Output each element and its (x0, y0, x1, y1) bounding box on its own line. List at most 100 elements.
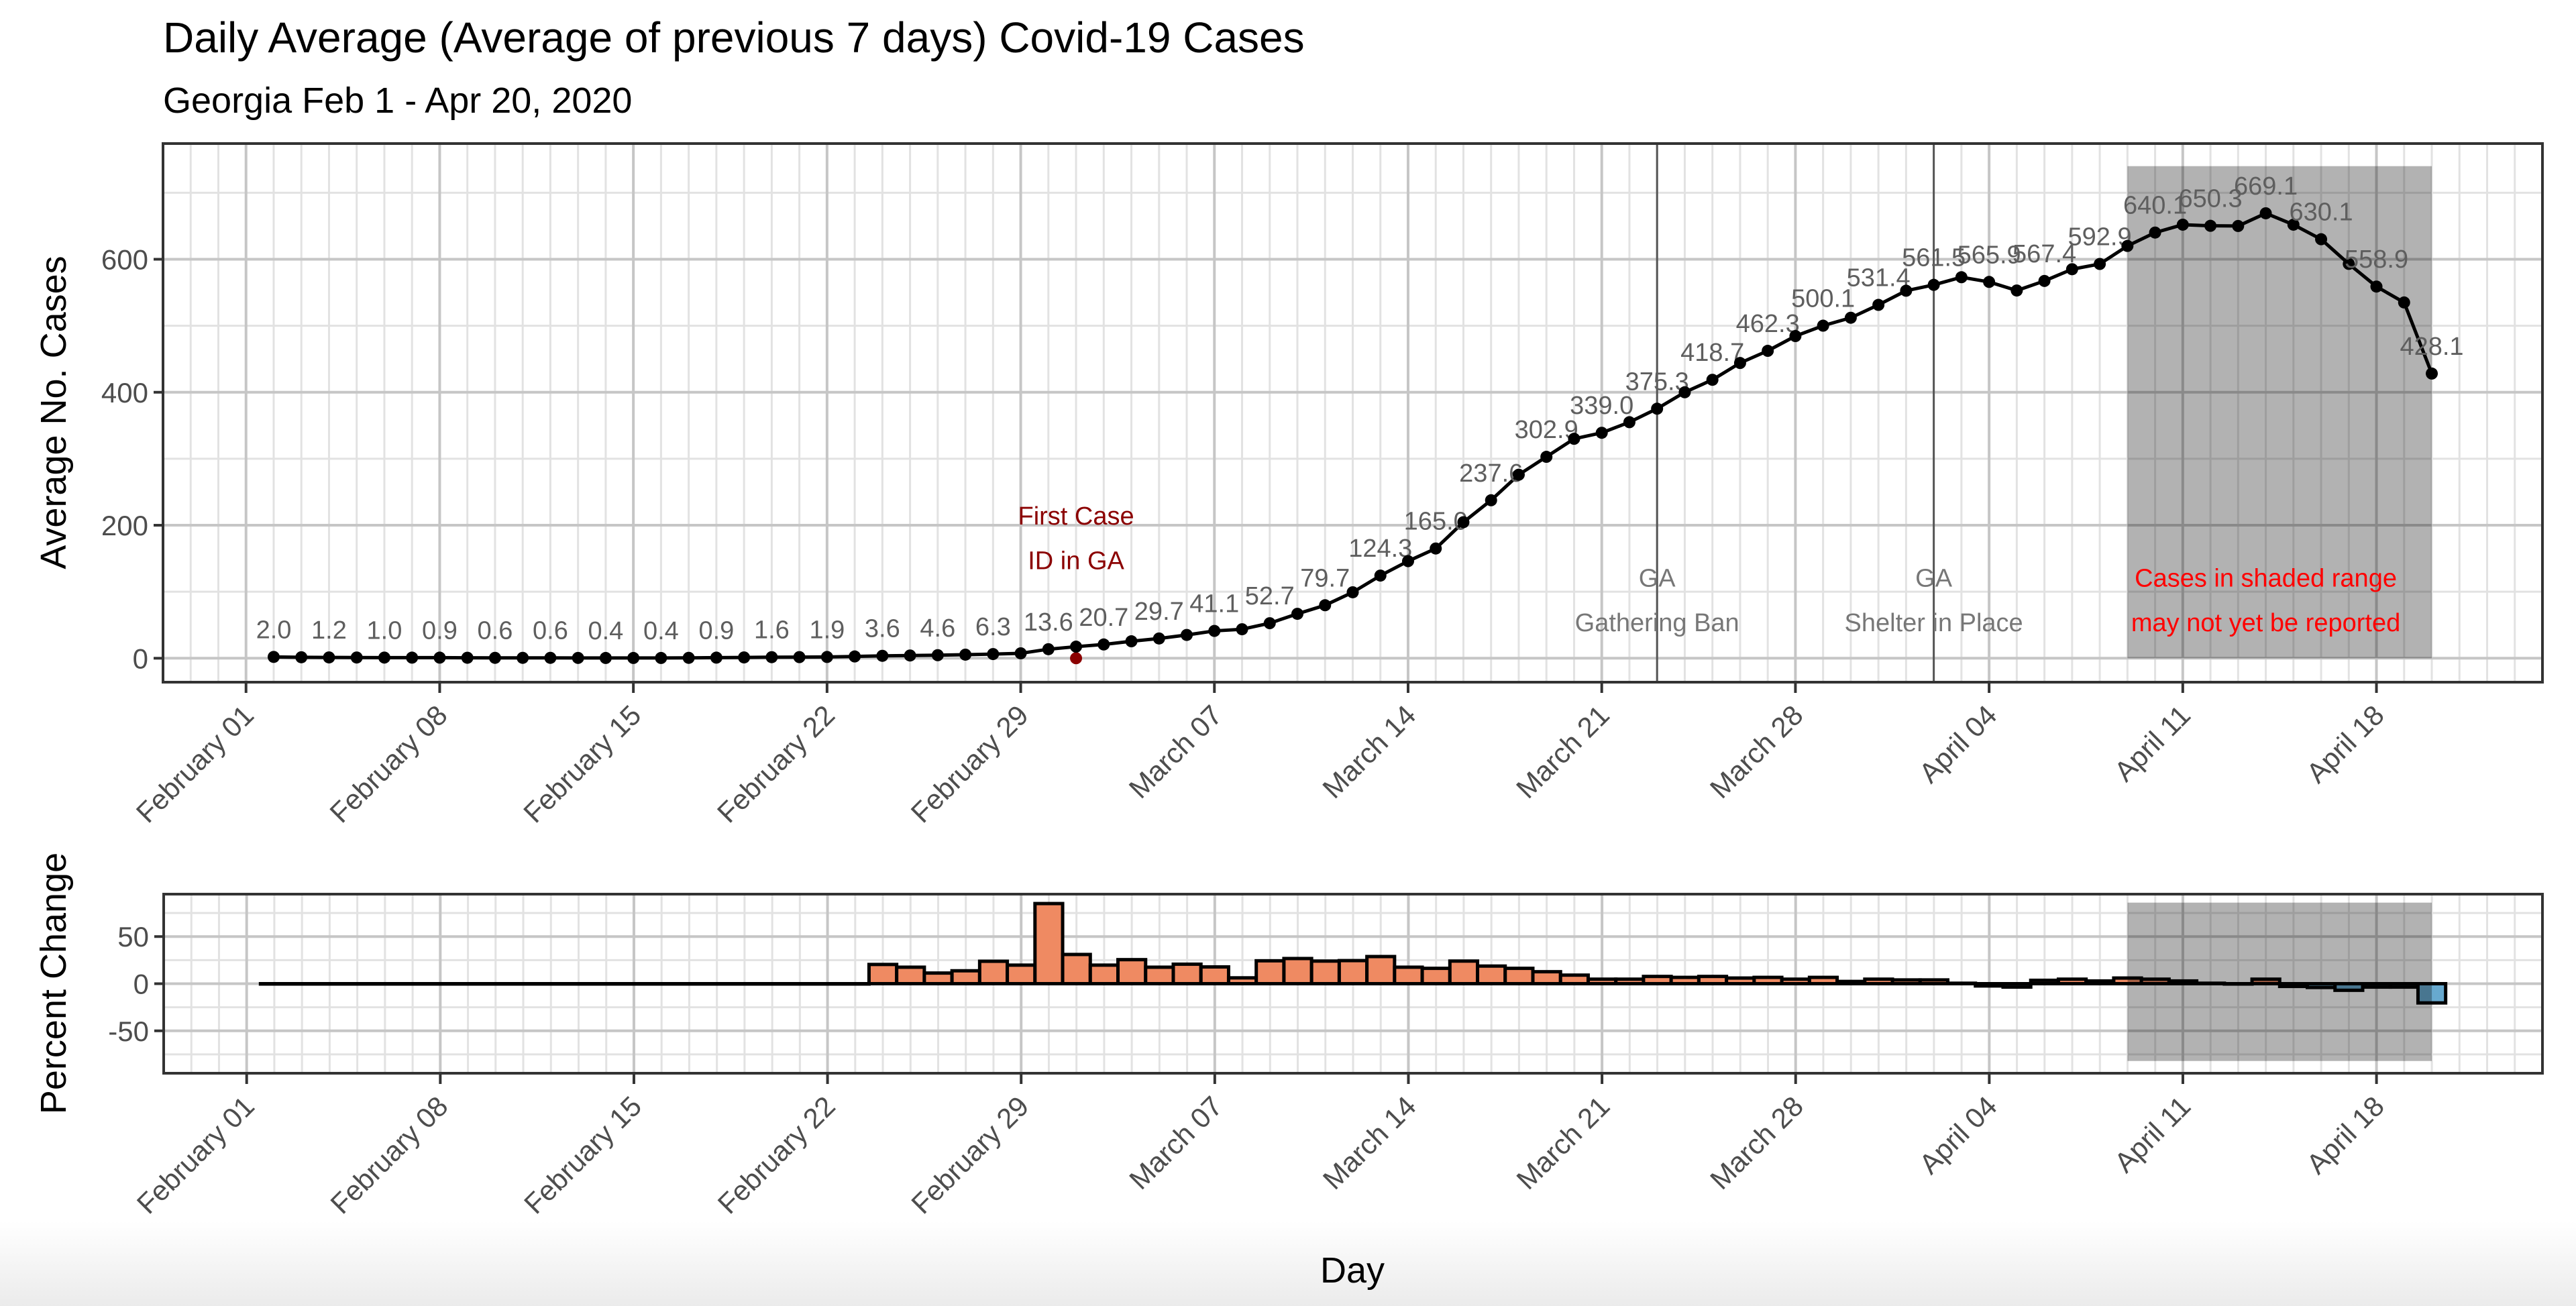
percent-bar (1282, 957, 1313, 986)
percent-bar (258, 982, 290, 986)
data-point (849, 650, 861, 663)
data-point (904, 649, 916, 662)
data-point (738, 651, 751, 664)
percent-bar (839, 982, 871, 986)
chart-subtitle: Georgia Feb 1 - Apr 20, 2020 (163, 80, 632, 121)
cases-panel: First Case ID in GA GA Gathering Ban GA Shelt… (101, 142, 2544, 828)
data-point (959, 648, 972, 661)
x-tick-label: February 22 (711, 699, 841, 828)
data-point (2426, 367, 2438, 380)
percent-bar (1531, 970, 1562, 986)
annotation-text: Gathering Ban (1575, 609, 1739, 637)
data-point (378, 651, 390, 664)
data-point (1346, 586, 1359, 598)
bottom-y-axis-title: Percent Change (34, 853, 74, 1114)
data-point (2204, 219, 2217, 232)
data-point (655, 651, 667, 664)
percent-bar (1586, 977, 1618, 986)
data-label: 462.3 (1736, 310, 1800, 338)
data-point (461, 651, 474, 664)
percent-bar (1393, 965, 1424, 985)
data-point (2343, 258, 2355, 270)
percent-bar (757, 982, 788, 986)
percent-bar (1420, 967, 1452, 986)
percent-bar (922, 971, 954, 985)
data-point (2232, 219, 2245, 232)
x-tick-label: April 18 (2300, 699, 2390, 789)
data-label: 0.9 (698, 616, 734, 645)
percent-bar (977, 959, 1010, 985)
percent-bar (1199, 965, 1230, 986)
x-tick-label: March 28 (1704, 699, 1809, 804)
shaded-range (2127, 902, 2432, 1061)
data-point (1817, 319, 1829, 332)
data-point (1762, 345, 1774, 358)
data-point (1733, 357, 1746, 370)
data-point (544, 651, 557, 664)
percent-bar (1116, 958, 1148, 985)
data-point (1457, 516, 1470, 529)
data-point (1042, 643, 1055, 655)
data-point (1485, 494, 1497, 506)
data-point (682, 651, 695, 664)
chart-title: Daily Average (Average of previous 7 day… (163, 13, 1305, 62)
percent-bar (1365, 955, 1397, 986)
window-bottom-shadow (0, 1221, 2576, 1306)
percent-bar (590, 982, 622, 986)
percent-bar (1144, 965, 1175, 985)
data-label: 1.6 (754, 616, 790, 645)
x-tick-label: April 11 (2108, 1090, 2197, 1179)
data-point (1430, 542, 1442, 555)
percent-bar (895, 965, 926, 985)
data-point (1263, 617, 1276, 630)
data-point (1955, 271, 1968, 284)
data-point (1291, 608, 1304, 620)
percent-bar (618, 982, 650, 986)
data-label: 418.7 (1680, 339, 1744, 367)
data-label: 41.1 (1189, 590, 1239, 618)
percent-bar (1448, 959, 1480, 985)
x-tick-label: March 07 (1123, 699, 1228, 804)
percent-bar (286, 982, 318, 986)
data-label: 2.0 (256, 616, 292, 644)
data-point (1623, 416, 1635, 429)
percent-bar (1697, 975, 1729, 985)
percent-bar (2416, 982, 2448, 1005)
percent-bar (396, 982, 429, 986)
data-point (1706, 374, 1719, 386)
data-point (1568, 433, 1580, 445)
percent-bar (341, 982, 373, 986)
data-label: 124.3 (1348, 535, 1412, 563)
data-point (1319, 599, 1332, 612)
percent-bar (784, 982, 816, 986)
percent-bar (812, 982, 843, 986)
data-point (433, 651, 446, 664)
percent-bar (1337, 959, 1369, 985)
data-label: 20.7 (1079, 604, 1128, 632)
percent-bar (2250, 977, 2282, 986)
data-point (1070, 641, 1083, 653)
x-tick-label: February 15 (517, 699, 647, 828)
data-point (1678, 386, 1691, 398)
percent-bar (646, 982, 678, 986)
x-tick-label: March 28 (1704, 1090, 1809, 1195)
data-label: 650.3 (2179, 185, 2243, 213)
data-label: 6.3 (975, 613, 1011, 641)
x-tick-label: March 21 (1510, 1090, 1615, 1195)
data-point (517, 651, 529, 664)
percent-bar (369, 982, 400, 986)
data-point (1014, 647, 1027, 659)
annotation-text: First Case (1018, 502, 1134, 531)
data-point (1152, 632, 1165, 645)
x-tick-label: February 01 (131, 1090, 260, 1219)
percent-bar (1752, 975, 1784, 985)
data-label: 52.7 (1245, 582, 1295, 610)
x-tick-label: April 04 (1913, 1090, 2003, 1180)
percent-bar (701, 982, 733, 986)
percent-bar (1171, 962, 1203, 985)
percent-bar (2056, 977, 2088, 986)
percent-bar (2084, 979, 2116, 985)
data-point (2398, 296, 2410, 309)
x-tick-label: March 07 (1123, 1090, 1228, 1195)
x-tick-label: April 11 (2108, 699, 2196, 787)
